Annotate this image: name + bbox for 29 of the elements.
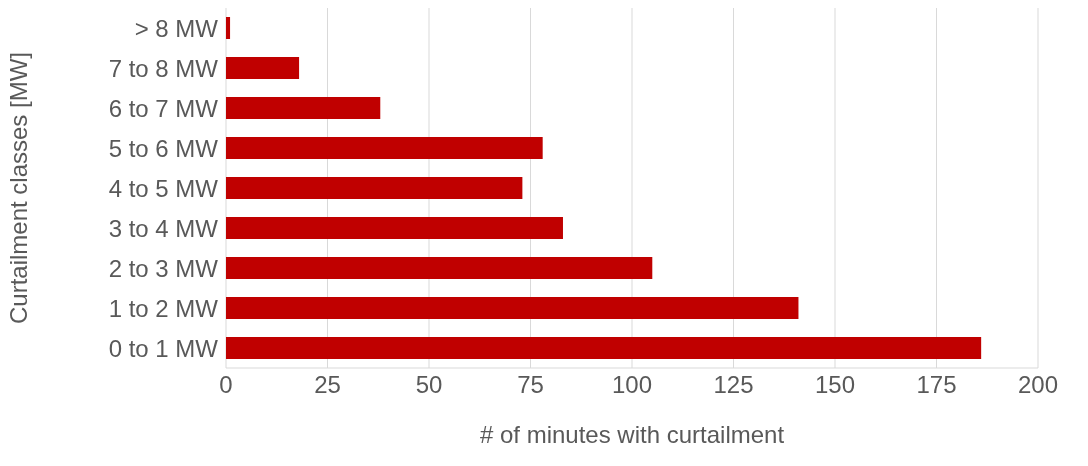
bar [226, 137, 543, 159]
x-tick-label: 150 [814, 371, 856, 399]
y-axis-title: Curtailment classes [MW] [4, 51, 32, 325]
x-tick-label: 175 [916, 371, 957, 399]
bar [226, 217, 563, 239]
y-tick-label: 0 to 1 MW [108, 334, 219, 362]
y-tick-label: > 8 MW [134, 14, 219, 42]
bar [226, 17, 231, 39]
bar [226, 297, 799, 319]
bar [226, 57, 300, 79]
y-tick-label: 7 to 8 MW [108, 54, 219, 82]
x-tick-label: 75 [517, 371, 544, 399]
bar [226, 337, 982, 359]
y-tick-label: 4 to 5 MW [108, 174, 219, 202]
x-tick-label: 100 [611, 371, 653, 399]
y-tick-label: 5 to 6 MW [108, 134, 219, 162]
y-tick-label: 2 to 3 MW [108, 254, 219, 282]
x-tick-label: 25 [314, 371, 341, 399]
y-tick-label: 3 to 4 MW [108, 214, 219, 242]
y-tick-label: 6 to 7 MW [108, 94, 219, 122]
x-tick-label: 200 [1017, 371, 1059, 399]
x-tick-label: 0 [219, 371, 233, 399]
bar [226, 97, 381, 119]
x-tick-label: 125 [713, 371, 754, 399]
x-tick-label: 50 [415, 371, 443, 399]
bar [226, 177, 523, 199]
x-axis-title: # of minutes with curtailment [479, 421, 785, 448]
y-tick-label: 1 to 2 MW [108, 294, 219, 322]
bar [226, 257, 653, 279]
